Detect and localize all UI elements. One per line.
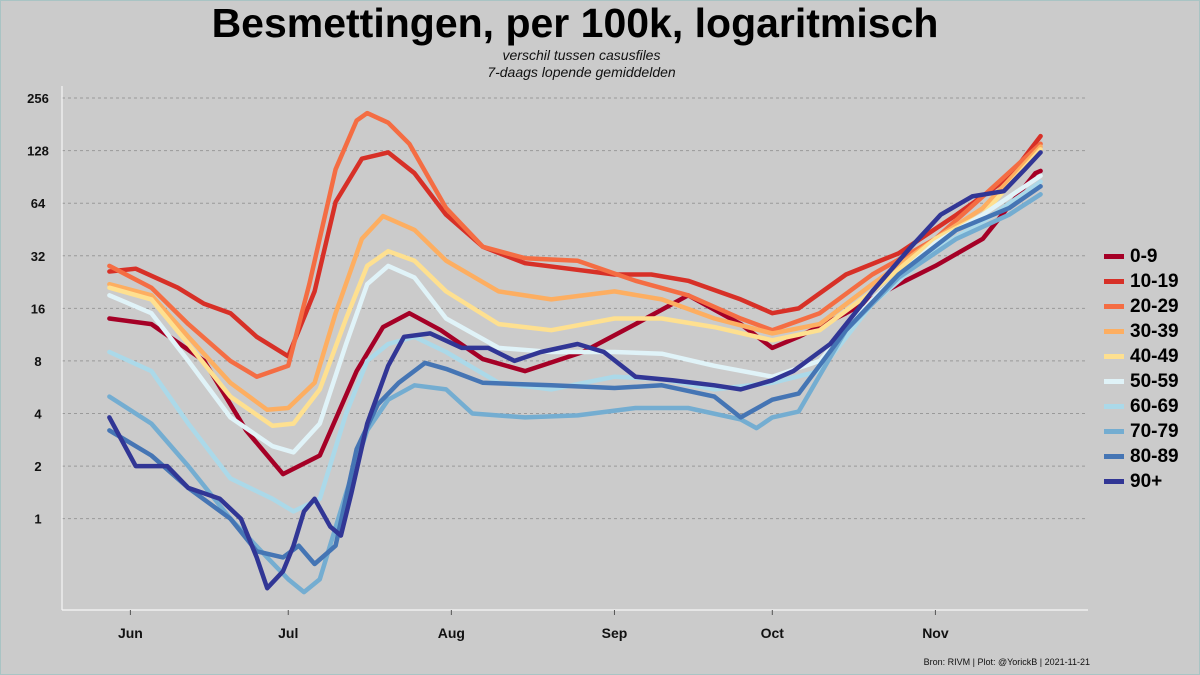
series-line-80-89 [107,184,1043,567]
legend-label: 40-49 [1130,345,1179,367]
subtitle-line-2: 7-daags lopende gemiddelden [487,64,676,80]
subtitle-line-1: verschil tussen casusfiles [502,47,661,63]
legend-item: 40-49 [1104,344,1179,369]
y-tick-label: 128 [27,144,49,159]
legend-swatch [1104,279,1124,284]
legend-label: 90+ [1130,470,1163,492]
legend-label: 30-39 [1130,320,1179,342]
legend-item: 0-9 [1104,244,1179,269]
legend-label: 0-9 [1130,245,1158,267]
y-tick-label: 2 [34,459,41,474]
legend-label: 60-69 [1130,395,1179,417]
legend-label: 20-29 [1130,295,1179,317]
legend-swatch [1104,404,1124,409]
legend-item: 90+ [1104,469,1179,494]
legend-item: 80-89 [1104,444,1179,469]
series-line-30-39 [107,144,1043,413]
chart-title: Besmettingen, per 100k, logaritmisch [211,0,939,46]
legend-item: 50-59 [1104,369,1179,394]
legend-swatch [1104,304,1124,309]
x-tick-label: Oct [761,625,785,641]
series-line-10-19 [107,133,1043,359]
legend-item: 10-19 [1104,269,1179,294]
legend-swatch [1104,254,1124,259]
y-tick-label: 1 [34,512,41,527]
legend-swatch [1104,379,1124,384]
y-tick-label: 16 [31,301,45,316]
x-tick-label: Jun [118,625,143,641]
legend-item: 70-79 [1104,419,1179,444]
series-line-20-29 [107,110,1043,379]
legend-item: 30-39 [1104,319,1179,344]
y-tick-label: 256 [27,91,49,106]
y-tick-label: 32 [31,249,45,264]
legend-label: 50-59 [1130,370,1179,392]
x-tick-label: Sep [602,625,628,641]
series-line-70-79 [107,192,1043,595]
series-line-0-9 [107,168,1043,477]
chart-caption: Bron: RIVM | Plot: @YorickB | 2021-11-21 [923,657,1090,667]
legend-item: 20-29 [1104,294,1179,319]
y-tick-label: 64 [31,196,46,211]
legend-label: 70-79 [1130,420,1179,442]
legend-swatch [1104,329,1124,334]
y-tick-label: 8 [34,354,41,369]
legend-swatch [1104,454,1124,459]
legend-item: 60-69 [1104,394,1179,419]
legend-label: 80-89 [1130,445,1179,467]
chart-legend: 0-9 10-19 20-29 30-39 40-49 50-59 60-69 70-79 80… [1104,244,1179,494]
series-line-90plus [107,150,1043,591]
legend-swatch [1104,354,1124,359]
series-line-40-49 [107,147,1043,429]
legend-label: 10-19 [1130,270,1179,292]
x-tick-label: Nov [922,625,949,641]
chart-subtitle: verschil tussen casusfiles 7-daags lopen… [0,47,1163,81]
legend-swatch [1104,479,1124,484]
y-tick-label: 4 [34,407,42,422]
legend-swatch [1104,429,1124,434]
x-tick-label: Aug [438,625,465,641]
x-tick-label: Jul [278,625,298,641]
